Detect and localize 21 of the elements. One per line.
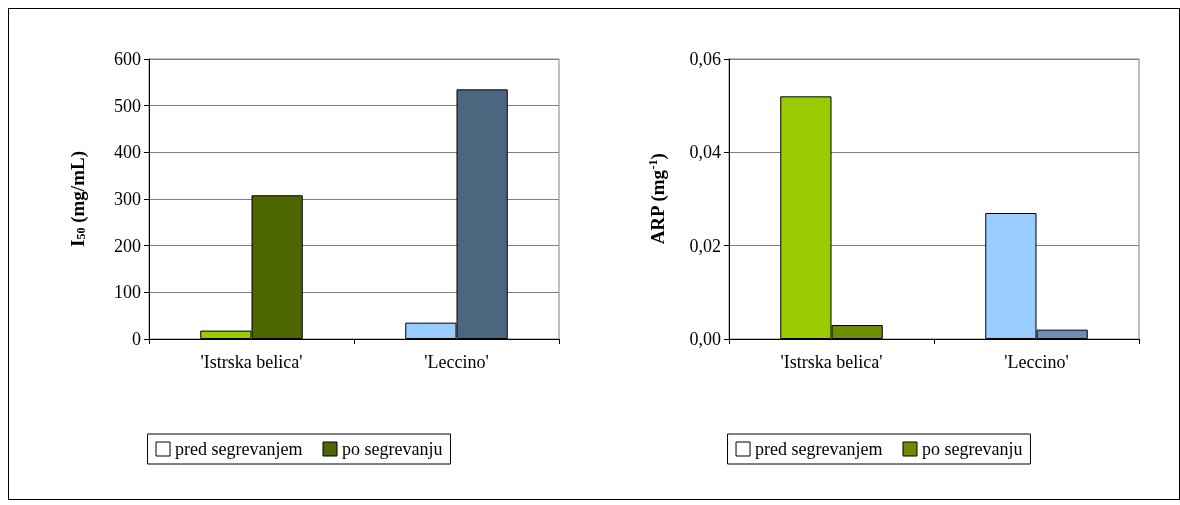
y-tick-label: 300 (114, 189, 141, 209)
y-tick-label: 0,00 (689, 329, 721, 349)
y-tick-label: 400 (114, 142, 141, 163)
y-axis-title: I50 (mg/mL) (66, 151, 89, 247)
y-tick-label: 0 (132, 329, 141, 349)
x-tick-label: 'Istrska belica' (200, 352, 303, 372)
y-tick-label: 600 (114, 49, 141, 69)
x-tick-label: 'Istrska belica' (780, 352, 883, 372)
legend-label: po segrevanju (341, 439, 443, 459)
y-tick-label: 0,06 (689, 49, 721, 69)
y-tick-label: 200 (114, 235, 141, 256)
legend-label: pred segrevanjem (175, 439, 303, 459)
y-tick-label: 0,02 (689, 235, 721, 256)
y-tick-label: 500 (114, 95, 141, 116)
y-tick-label: 100 (114, 282, 141, 303)
legend-label: pred segrevanjem (755, 439, 883, 459)
x-tick-label: 'Leccino' (1004, 352, 1069, 372)
y-tick-label: 0,04 (689, 142, 721, 163)
y-axis-title: ARP (mg-1) (646, 153, 669, 245)
legend-label: po segrevanju (921, 439, 1023, 459)
x-tick-label: 'Leccino' (424, 352, 489, 372)
